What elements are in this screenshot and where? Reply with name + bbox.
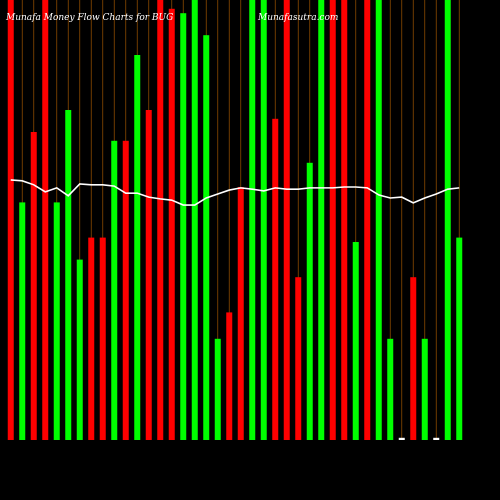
bar	[7, 0, 14, 440]
bar	[375, 0, 382, 440]
bar	[30, 132, 37, 440]
bar	[180, 13, 187, 440]
bar	[410, 277, 417, 440]
bar	[283, 0, 290, 440]
bar	[456, 237, 463, 440]
bar	[157, 0, 164, 440]
bar	[19, 202, 26, 440]
bar	[145, 110, 152, 440]
bar	[318, 0, 325, 440]
bar	[88, 237, 95, 440]
bar	[53, 202, 60, 440]
bar	[226, 312, 233, 440]
bar	[214, 338, 221, 440]
bar	[341, 0, 348, 440]
bar	[237, 187, 244, 440]
bar	[76, 259, 83, 440]
bar	[111, 140, 118, 441]
bar	[191, 0, 198, 440]
bar	[352, 242, 359, 440]
bar	[122, 140, 129, 441]
plot	[7, 0, 463, 441]
bar	[65, 110, 72, 440]
bar	[398, 437, 405, 440]
bar	[364, 0, 371, 440]
bar	[306, 162, 313, 441]
chart-subtitle: Munafasutra.com	[257, 13, 338, 23]
bar	[272, 118, 279, 441]
bar	[444, 0, 451, 440]
bar	[249, 0, 256, 440]
bar	[260, 0, 267, 440]
bar	[421, 338, 428, 440]
bar	[203, 35, 210, 440]
bar	[168, 8, 175, 441]
line	[10, 179, 460, 206]
bar	[99, 237, 106, 440]
bar	[329, 0, 336, 440]
bar	[134, 55, 141, 440]
bar	[42, 0, 49, 440]
bar	[433, 437, 440, 440]
chart-title: Munafa Money Flow Charts for BUG	[5, 13, 173, 23]
bar	[387, 338, 394, 440]
bar	[295, 277, 302, 440]
